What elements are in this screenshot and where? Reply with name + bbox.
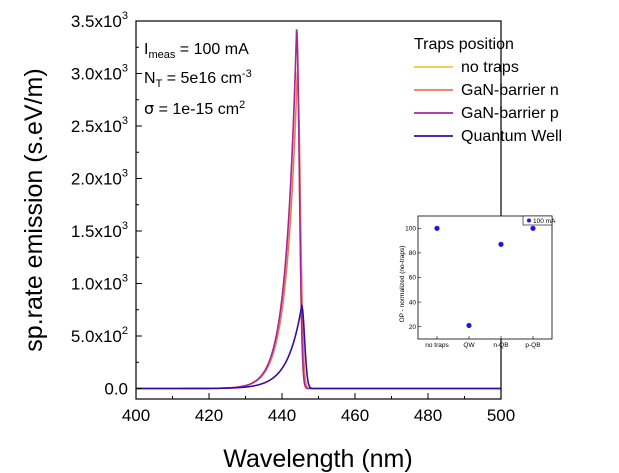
annotation-current: Imeas = 100 mA — [144, 41, 249, 61]
inset-marks: 20 40 60 80 100 no traps QW n-QB p-QB — [405, 226, 540, 350]
legend-label: GaN-barrier p — [461, 105, 559, 122]
legend-label: Quantum Well — [461, 128, 562, 145]
y-tick-label: 0.0 — [104, 380, 128, 399]
y-tick-label: 5.0x102 — [71, 325, 128, 346]
inset-point — [434, 225, 440, 231]
inset-legend: 100 mA — [522, 215, 556, 226]
x-tick-label: 400 — [122, 406, 150, 425]
y-tick-label: 1.5x103 — [71, 220, 128, 241]
x-tick-label: 480 — [414, 406, 442, 425]
inset-x-tick-label: n-QB — [493, 342, 508, 349]
legend-title: Traps position — [414, 36, 514, 53]
x-tick-label: 420 — [195, 406, 223, 425]
inset-y-axis-title: OP - normalized (no-traps) — [399, 246, 406, 323]
y-tick-label: 1.0x103 — [71, 273, 128, 294]
x-axis-title: Wavelength (nm) — [223, 445, 412, 473]
inset-x-tick-label: QW — [463, 342, 475, 349]
series-layer — [136, 29, 501, 390]
inset-legend-box — [522, 215, 553, 226]
series-line-quantum-well — [136, 303, 501, 390]
legend-label: no traps — [461, 59, 519, 76]
inset-frame — [417, 215, 553, 340]
y-axis-title: sp.rate emission (s.eV/m) — [20, 68, 48, 351]
inset-x-tick-label: p-QB — [525, 342, 540, 349]
parameter-annotations: Imeas = 100 mA NT = 5e16 cm-3 σ = 1e-15 … — [144, 41, 252, 118]
x-tick-label: 500 — [487, 406, 515, 425]
inset-legend-marker — [527, 218, 531, 223]
annotation-trap-density: NT = 5e16 cm-3 — [144, 68, 252, 90]
y-tick-label: 2.0x103 — [71, 168, 128, 189]
x-axis: 400 420 440 460 480 500 — [122, 393, 515, 425]
legend-label: GaN-barrier n — [461, 82, 559, 99]
inset-point — [498, 241, 504, 247]
inset-y-tick-label: 60 — [409, 275, 417, 282]
inset-legend-label: 100 mA — [533, 218, 556, 225]
inset-chart: OP - normalized (no-traps) 20 40 60 80 100 no… — [399, 215, 556, 350]
x-tick-label: 440 — [268, 406, 296, 425]
annotation-cross-section: σ = 1e-15 cm2 — [144, 99, 245, 118]
y-axis: 0.0 5.0x102 1.0x103 1.5x103 2.0x103 2.5x103 3.… — [71, 10, 142, 399]
y-tick-label: 2.5x103 — [71, 115, 128, 136]
inset-point — [466, 322, 472, 329]
x-tick-label: 460 — [341, 406, 369, 425]
legend: Traps position no traps GaN-barrier n GaN-… — [414, 36, 562, 145]
inset-y-tick-label: 100 — [405, 226, 416, 233]
inset-point — [530, 225, 536, 231]
inset-x-tick-label: no traps — [425, 342, 449, 349]
y-tick-label: 3.0x103 — [71, 63, 128, 84]
y-tick-label: 3.5x103 — [71, 10, 128, 31]
inset-y-tick-label: 20 — [409, 324, 417, 331]
inset-y-tick-label: 40 — [409, 299, 417, 306]
inset-y-tick-label: 80 — [409, 250, 417, 257]
